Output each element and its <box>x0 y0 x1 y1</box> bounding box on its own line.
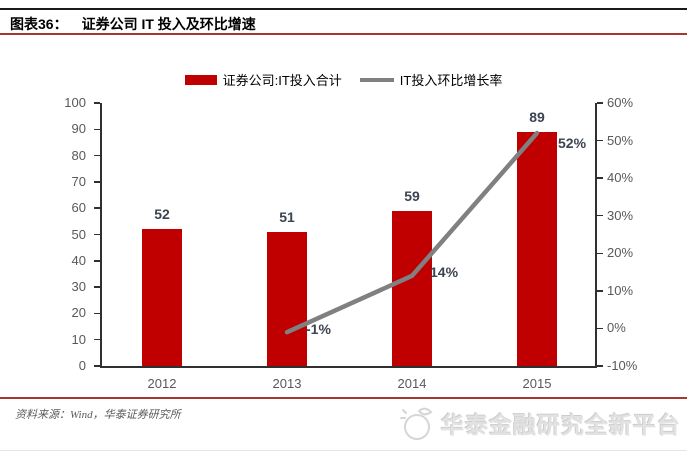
left-axis-tick <box>94 207 100 209</box>
left-axis-tick-label: 20 <box>71 305 86 321</box>
chart-legend: 证券公司:IT投入合计 IT投入环比增长率 <box>0 70 687 89</box>
legend-line-label: IT投入环比增长率 <box>399 73 503 88</box>
right-axis-line <box>595 103 597 368</box>
right-axis-tick-label: 50% <box>607 132 634 148</box>
watermark: 华泰金融研究全新平台 <box>398 402 681 444</box>
left-axis-tick-label: 100 <box>64 95 86 110</box>
x-axis-category-label: 2013 <box>272 376 302 391</box>
left-axis-tick-label: 60 <box>71 200 86 216</box>
right-axis-tick-label: 40% <box>607 170 634 186</box>
line-point-label: 14% <box>430 263 459 280</box>
bar <box>517 131 557 366</box>
legend-item-line: IT投入环比增长率 <box>359 70 503 89</box>
huatai-logo-icon <box>400 407 433 440</box>
left-axis-tick-label: 70 <box>71 173 86 189</box>
right-axis-tick <box>596 102 603 104</box>
x-axis-category-label: 2015 <box>522 376 552 391</box>
left-axis-tick-label: 30 <box>71 279 86 295</box>
bar-value-label: 59 <box>404 187 420 204</box>
title-divider <box>0 33 687 35</box>
right-axis-tick-label: 60% <box>607 95 634 110</box>
legend-item-bar: 证券公司:IT投入合计 <box>184 70 342 89</box>
right-axis-tick <box>596 214 603 217</box>
figure-title: 图表36： 证券公司 IT 投入及环比增速 <box>10 14 256 34</box>
bar <box>267 231 307 366</box>
left-axis-tick <box>94 338 100 341</box>
figure-title-text: 证券公司 IT 投入及环比增速 <box>81 16 256 32</box>
left-axis-tick-label: 0 <box>78 358 86 373</box>
right-axis-tick-label: 30% <box>607 207 634 223</box>
x-axis-line <box>100 365 597 368</box>
left-axis-tick <box>94 102 100 104</box>
right-axis-tick <box>596 252 603 255</box>
bar <box>392 210 432 366</box>
left-axis-tick <box>94 286 100 288</box>
bar-swatch-icon <box>184 74 217 85</box>
left-axis-tick-label: 50 <box>71 226 86 242</box>
left-axis-tick-label: 80 <box>71 147 86 163</box>
bar-value-label: 52 <box>154 206 170 223</box>
left-axis-tick <box>94 365 100 367</box>
top-divider <box>0 8 687 10</box>
left-axis-tick <box>94 260 100 262</box>
x-axis-category-label: 2014 <box>397 376 427 391</box>
bar-value-label: 51 <box>279 208 295 225</box>
right-axis-tick <box>596 290 603 292</box>
right-axis-tick <box>596 177 603 179</box>
right-axis-tick-label: 0% <box>607 320 626 336</box>
right-axis-tick-label: 10% <box>607 282 634 298</box>
left-axis-line <box>100 103 102 368</box>
left-axis-tick <box>94 312 100 315</box>
left-axis-tick-label: 10 <box>71 331 86 347</box>
right-axis-tick <box>596 139 603 142</box>
right-axis-tick-label: -10% <box>607 358 638 373</box>
figure-number-label: 图表36： <box>10 16 68 32</box>
right-axis-tick-label: 20% <box>607 245 634 261</box>
bar-value-label: 89 <box>529 108 545 125</box>
line-point-label: 52% <box>558 135 587 152</box>
watermark-text: 华泰金融研究全新平台 <box>441 412 681 438</box>
line-point-label: -1% <box>306 321 331 338</box>
left-axis-tick <box>94 181 100 183</box>
x-axis-category-label: 2012 <box>147 376 177 391</box>
right-axis-tick <box>596 327 603 330</box>
footer-divider <box>0 397 687 399</box>
left-axis-tick <box>94 128 100 131</box>
left-axis-tick-label: 40 <box>71 252 86 268</box>
left-axis-tick-label: 90 <box>71 121 86 137</box>
right-axis-tick <box>596 365 603 367</box>
source-note: 资料来源：Wind，华泰证券研究所 <box>15 409 181 421</box>
line-swatch-icon <box>359 77 394 82</box>
legend-bar-label: 证券公司:IT投入合计 <box>222 73 342 88</box>
bar <box>142 229 182 366</box>
page-bottom-edge <box>0 450 687 451</box>
left-axis-tick <box>94 233 100 236</box>
left-axis-tick <box>94 154 100 157</box>
